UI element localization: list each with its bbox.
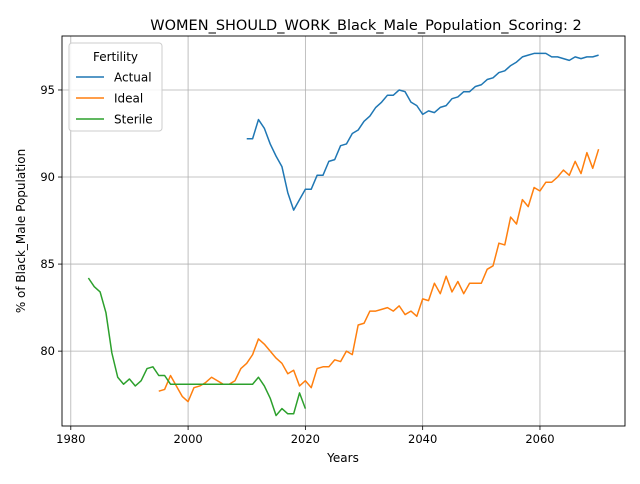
y-axis-label: % of Black_Male Population	[14, 149, 28, 313]
legend-label-sterile: Sterile	[114, 113, 153, 127]
x-tick-label: 2060	[525, 432, 554, 446]
legend-box	[68, 42, 163, 132]
x-tick-label: 2000	[173, 432, 202, 446]
series-line-ideal	[158, 148, 600, 403]
series-line-sterile	[87, 277, 307, 417]
legend-label-ideal: Ideal	[114, 92, 143, 106]
x-tick-label: 2020	[291, 432, 320, 446]
y-tick-label: 90	[40, 170, 55, 184]
series-lines	[87, 52, 600, 417]
x-tick-label: 1980	[56, 432, 85, 446]
chart-title: WOMEN_SHOULD_WORK_Black_Male_Population_…	[150, 18, 581, 34]
x-axis-label: Years	[326, 451, 359, 465]
plot-frame	[61, 35, 626, 427]
y-tick-label: 80	[40, 344, 55, 358]
series-line-actual	[246, 52, 599, 211]
legend-title: Fertility	[93, 50, 138, 64]
x-tick-label: 2040	[408, 432, 437, 446]
axes: 1980 2000 2020 2040 2060 80 85 90 95	[40, 83, 554, 446]
y-tick-label: 85	[40, 257, 55, 271]
legend-label-actual: Actual	[114, 71, 152, 85]
legend: Fertility Actual Ideal Sterile	[68, 42, 163, 132]
y-tick-label: 95	[40, 83, 55, 97]
